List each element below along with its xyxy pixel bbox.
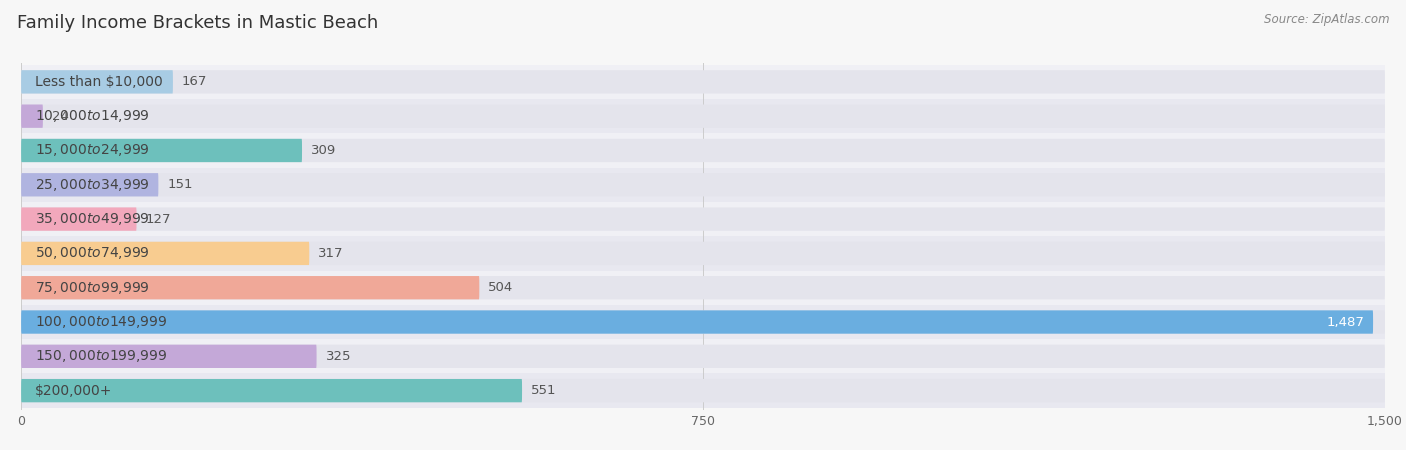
FancyBboxPatch shape (21, 339, 1385, 374)
FancyBboxPatch shape (21, 139, 302, 162)
Text: Less than $10,000: Less than $10,000 (35, 75, 163, 89)
Text: 167: 167 (181, 75, 208, 88)
FancyBboxPatch shape (21, 99, 1385, 133)
Text: $150,000 to $199,999: $150,000 to $199,999 (35, 348, 167, 364)
FancyBboxPatch shape (21, 207, 1385, 231)
FancyBboxPatch shape (21, 173, 1385, 197)
Text: 325: 325 (326, 350, 352, 363)
FancyBboxPatch shape (21, 173, 159, 197)
FancyBboxPatch shape (21, 374, 1385, 408)
Text: Source: ZipAtlas.com: Source: ZipAtlas.com (1264, 14, 1389, 27)
Text: 504: 504 (488, 281, 513, 294)
FancyBboxPatch shape (21, 236, 1385, 270)
Text: $100,000 to $149,999: $100,000 to $149,999 (35, 314, 167, 330)
FancyBboxPatch shape (21, 168, 1385, 202)
FancyBboxPatch shape (21, 310, 1385, 334)
FancyBboxPatch shape (21, 70, 1385, 94)
Text: 317: 317 (318, 247, 344, 260)
FancyBboxPatch shape (21, 242, 309, 265)
FancyBboxPatch shape (21, 242, 1385, 265)
FancyBboxPatch shape (21, 104, 1385, 128)
FancyBboxPatch shape (21, 207, 136, 231)
FancyBboxPatch shape (21, 276, 479, 299)
Text: 1,487: 1,487 (1326, 315, 1364, 328)
FancyBboxPatch shape (21, 133, 1385, 168)
Text: 151: 151 (167, 178, 193, 191)
Text: $15,000 to $24,999: $15,000 to $24,999 (35, 143, 149, 158)
Text: 127: 127 (146, 212, 172, 225)
Text: $200,000+: $200,000+ (35, 384, 112, 398)
FancyBboxPatch shape (21, 270, 1385, 305)
FancyBboxPatch shape (21, 139, 1385, 162)
FancyBboxPatch shape (21, 202, 1385, 236)
FancyBboxPatch shape (21, 379, 1385, 402)
FancyBboxPatch shape (21, 104, 44, 128)
FancyBboxPatch shape (21, 310, 1374, 334)
FancyBboxPatch shape (21, 379, 522, 402)
Text: $35,000 to $49,999: $35,000 to $49,999 (35, 211, 149, 227)
Text: 551: 551 (531, 384, 557, 397)
FancyBboxPatch shape (21, 305, 1385, 339)
Text: $10,000 to $14,999: $10,000 to $14,999 (35, 108, 149, 124)
Text: $25,000 to $34,999: $25,000 to $34,999 (35, 177, 149, 193)
Text: 24: 24 (52, 110, 69, 123)
FancyBboxPatch shape (21, 345, 316, 368)
FancyBboxPatch shape (21, 70, 173, 94)
Text: Family Income Brackets in Mastic Beach: Family Income Brackets in Mastic Beach (17, 14, 378, 32)
Text: $75,000 to $99,999: $75,000 to $99,999 (35, 280, 149, 296)
Text: 309: 309 (311, 144, 336, 157)
FancyBboxPatch shape (21, 345, 1385, 368)
FancyBboxPatch shape (21, 276, 1385, 299)
Text: $50,000 to $74,999: $50,000 to $74,999 (35, 245, 149, 261)
FancyBboxPatch shape (21, 65, 1385, 99)
